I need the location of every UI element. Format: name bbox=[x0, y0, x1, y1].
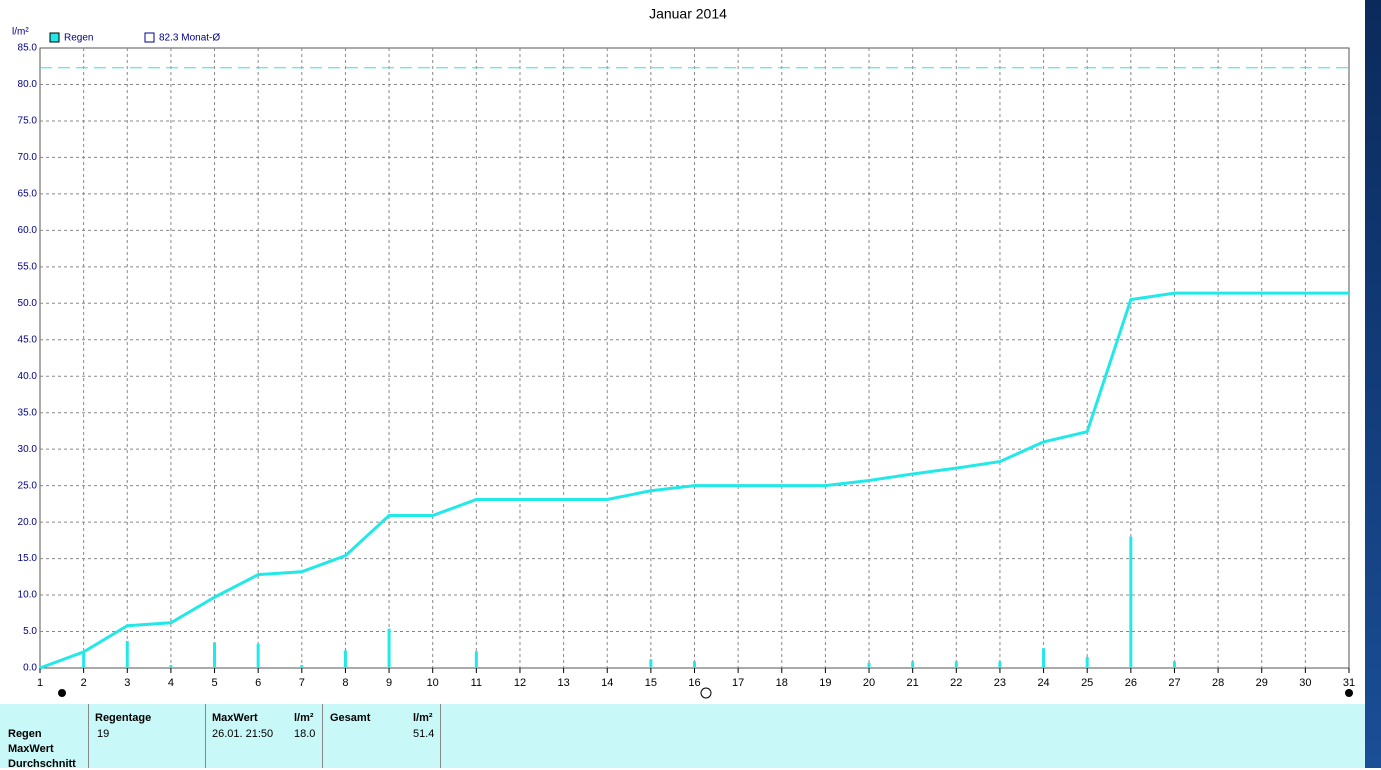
bar bbox=[998, 661, 1002, 668]
bar bbox=[169, 665, 173, 668]
bar bbox=[1042, 648, 1046, 668]
x-tick-label: 25 bbox=[1081, 677, 1093, 689]
x-tick-label: 22 bbox=[950, 677, 962, 689]
desktop-edge bbox=[1365, 0, 1381, 768]
cell: 51.4 bbox=[413, 728, 435, 740]
bar bbox=[343, 650, 347, 668]
x-tick-label: 16 bbox=[688, 677, 700, 689]
x-tick-label: 4 bbox=[168, 677, 174, 689]
x-tick-label: 10 bbox=[427, 677, 439, 689]
legend-swatch bbox=[144, 32, 155, 43]
y-tick-label: 20.0 bbox=[18, 517, 38, 528]
bar bbox=[954, 661, 958, 668]
legend-label: 82.3 Monat-Ø bbox=[159, 33, 220, 44]
summary-panel: Regen MaxWert Durchschnitt Regentage Max… bbox=[0, 704, 1365, 770]
moon-icon bbox=[1345, 689, 1353, 697]
y-tick-label: 70.0 bbox=[18, 152, 38, 163]
line bbox=[39, 291, 1349, 670]
bar bbox=[1085, 657, 1089, 668]
bar bbox=[125, 641, 129, 668]
x-tick-label: 2 bbox=[81, 677, 87, 689]
row-label: Durchschnitt bbox=[8, 758, 76, 770]
x-tick-label: 5 bbox=[211, 677, 217, 689]
x-tick-label: 20 bbox=[863, 677, 875, 689]
header: l/m² bbox=[413, 712, 433, 724]
x-tick-label: 28 bbox=[1212, 677, 1224, 689]
bar bbox=[82, 651, 86, 668]
x-tick-label: 6 bbox=[255, 677, 261, 689]
header: MaxWert bbox=[212, 712, 258, 724]
x-tick-label: 8 bbox=[342, 677, 348, 689]
y-tick-label: 25.0 bbox=[18, 480, 38, 491]
row-label: Regen bbox=[8, 728, 42, 740]
bar bbox=[256, 643, 260, 668]
moon-icon bbox=[58, 689, 66, 697]
x-tick-label: 14 bbox=[601, 677, 613, 689]
y-tick-label: 40.0 bbox=[18, 371, 38, 382]
x-tick-label: 17 bbox=[732, 677, 744, 689]
x-tick-label: 18 bbox=[776, 677, 788, 689]
x-tick-label: 15 bbox=[645, 677, 657, 689]
x-tick-label: 31 bbox=[1343, 677, 1355, 689]
y-tick-label: 45.0 bbox=[18, 334, 38, 345]
bar bbox=[213, 642, 217, 668]
y-tick-label: 55.0 bbox=[18, 261, 38, 272]
y-tick-label: 30.0 bbox=[18, 444, 38, 455]
y-tick-label: 65.0 bbox=[18, 189, 38, 200]
header: Regentage bbox=[95, 712, 152, 724]
bar bbox=[911, 661, 915, 668]
y-tick-label: 50.0 bbox=[18, 298, 38, 309]
x-tick-label: 26 bbox=[1125, 677, 1137, 689]
bar bbox=[1129, 536, 1133, 668]
x-tick-label: 12 bbox=[514, 677, 526, 689]
x-tick-label: 11 bbox=[471, 677, 482, 689]
x-tick-label: 23 bbox=[994, 677, 1006, 689]
y-tick-label: 10.0 bbox=[18, 590, 38, 601]
y-tick-label: 60.0 bbox=[18, 225, 38, 236]
legend-label: Regen bbox=[64, 33, 93, 44]
cell: 19 bbox=[97, 728, 110, 740]
x-tick-label: 3 bbox=[124, 677, 130, 689]
y-tick-label: 75.0 bbox=[18, 116, 38, 127]
y-tick-label: 5.0 bbox=[23, 626, 37, 637]
bar bbox=[1172, 661, 1176, 668]
y-tick-label: 85.0 bbox=[18, 43, 38, 54]
bar bbox=[387, 628, 391, 668]
x-tick-label: 27 bbox=[1168, 677, 1180, 689]
cell: 18.0 bbox=[294, 728, 316, 740]
chart: Januar 2014 l/m² 0.0 5.0 10.0 15.0 20.0 25.0 3… bbox=[12, 6, 1355, 699]
moon-icon bbox=[700, 687, 712, 699]
x-tick-label: 19 bbox=[819, 677, 831, 689]
bar bbox=[300, 665, 304, 668]
x-tick-label: 21 bbox=[907, 677, 919, 689]
bar bbox=[474, 651, 478, 668]
bar bbox=[693, 661, 696, 668]
header: Gesamt bbox=[330, 712, 371, 724]
x-tick-label: 7 bbox=[299, 677, 305, 689]
x-tick-label: 29 bbox=[1256, 677, 1268, 689]
header: l/m² bbox=[294, 712, 314, 724]
row-label: MaxWert bbox=[8, 743, 54, 755]
y-tick-label: 0.0 bbox=[23, 663, 37, 674]
bar bbox=[649, 659, 653, 668]
bar bbox=[867, 662, 871, 668]
y-label: l/m² bbox=[12, 27, 29, 38]
y-tick-label: 15.0 bbox=[18, 553, 38, 564]
cell: 26.01. 21:50 bbox=[212, 728, 274, 740]
chart-title: Januar 2014 bbox=[649, 6, 727, 22]
y-tick-label: 35.0 bbox=[18, 407, 38, 418]
x-tick-label: 9 bbox=[386, 677, 392, 689]
y-tick-label: 80.0 bbox=[18, 79, 38, 90]
x-tick-label: 1 bbox=[37, 677, 43, 689]
legend-swatch bbox=[49, 32, 60, 43]
x-tick-label: 13 bbox=[557, 677, 569, 689]
x-tick-label: 24 bbox=[1037, 677, 1049, 689]
x-tick-label: 30 bbox=[1299, 677, 1311, 689]
